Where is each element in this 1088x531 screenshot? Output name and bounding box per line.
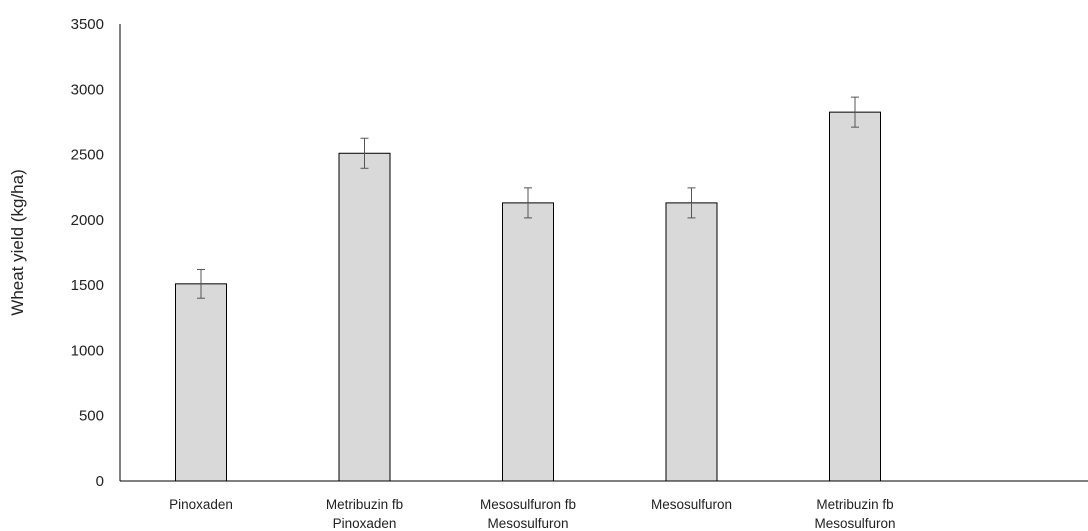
- x-category-label: Mesosulfuron: [814, 516, 895, 531]
- bar: [502, 202, 554, 482]
- y-tick-label: 2000: [71, 212, 104, 229]
- y-tick-label: 2500: [71, 147, 104, 164]
- bars-group: [175, 96, 881, 482]
- y-tick-label: 1500: [71, 277, 104, 294]
- y-tick-label: 0: [96, 473, 104, 490]
- x-category-label: Mesosulfuron: [487, 516, 568, 531]
- x-category-label: Metribuzin fb: [816, 497, 893, 512]
- x-category-label: Mesosulfuron: [651, 497, 732, 512]
- x-category-label: Pinoxaden: [333, 516, 397, 531]
- x-category-label: Pinoxaden: [169, 497, 233, 512]
- bar: [665, 202, 718, 482]
- bar: [175, 283, 227, 482]
- y-tick-label: 3000: [71, 81, 104, 98]
- y-tick-label: 500: [79, 408, 104, 425]
- bar: [338, 152, 391, 482]
- x-category-label: Mesosulfuron fb: [480, 497, 576, 512]
- y-axis-ticks: 0 500 1000 1500 2000 2500 3000 3500: [71, 16, 104, 490]
- error-bar: [524, 187, 532, 219]
- bar: [829, 111, 881, 482]
- error-bar: [851, 96, 859, 128]
- error-bar: [687, 187, 696, 219]
- y-axis-title: Wheat yield (kg/ha): [8, 169, 27, 315]
- y-tick-label: 1000: [71, 342, 104, 359]
- x-axis-category-labels: Pinoxaden Metribuzin fb Pinoxaden Mesosulfu…: [169, 497, 895, 531]
- x-category-label: Metribuzin fb: [326, 497, 403, 512]
- error-bar: [360, 137, 369, 169]
- error-bar: [197, 268, 205, 299]
- y-tick-label: 3500: [71, 16, 104, 33]
